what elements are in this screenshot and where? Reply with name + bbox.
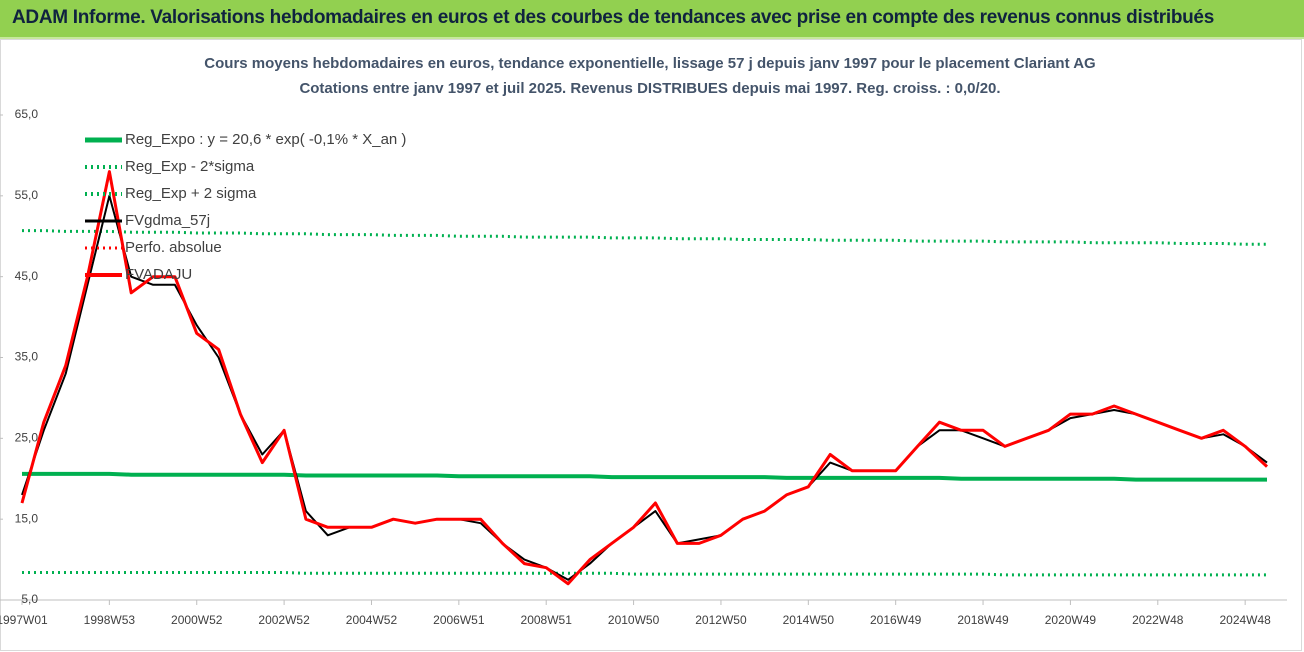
x-tick-label: 2012W50	[695, 613, 747, 627]
x-tick-label: 2000W52	[171, 613, 223, 627]
x-tick-label: 1998W53	[84, 613, 136, 627]
series-line	[22, 571, 1267, 577]
x-tick-label: 2016W49	[870, 613, 922, 627]
y-tick-label: 35,0	[15, 350, 39, 364]
chart: Cours moyens hebdomadaires en euros, ten…	[0, 39, 1302, 651]
chart-subtitle: Cotations entre janv 1997 et juil 2025. …	[299, 80, 1000, 97]
y-tick-label: 65,0	[15, 107, 39, 121]
x-tick-label: 2002W52	[258, 613, 310, 627]
x-tick-label: 1997W01	[0, 613, 48, 627]
y-tick-label: 15,0	[15, 511, 39, 525]
legend-label: Perfo. absolue	[125, 239, 222, 256]
legend-label: FVADAJU	[125, 266, 192, 283]
legend-label: Reg_Expo : y = 20,6 * exp( -0,1% * X_an …	[125, 131, 406, 148]
x-tick-label: 2022W48	[1132, 613, 1184, 627]
x-tick-label: 2004W52	[346, 613, 398, 627]
banner-title: ADAM Informe. Valorisations hebdomadaire…	[12, 7, 1214, 28]
chart-title: Cours moyens hebdomadaires en euros, ten…	[204, 55, 1095, 72]
x-tick-label: 2008W51	[521, 613, 573, 627]
series-line	[22, 471, 1267, 482]
y-tick-label: 55,0	[15, 188, 39, 202]
x-tick-label: 2024W48	[1219, 613, 1271, 627]
chart-border	[0, 39, 1302, 651]
x-tick-label: 2014W50	[783, 613, 835, 627]
x-tick-label: 2020W49	[1045, 613, 1097, 627]
legend-label: Reg_Exp + 2 sigma	[125, 185, 257, 202]
y-tick-label: 5,0	[21, 592, 38, 606]
x-tick-label: 2010W50	[608, 613, 660, 627]
legend-label: FVgdma_57j	[125, 212, 210, 229]
y-tick-label: 45,0	[15, 269, 39, 283]
banner: ADAM Informe. Valorisations hebdomadaire…	[0, 0, 1304, 39]
y-tick-label: 25,0	[15, 431, 39, 445]
series-line	[20, 170, 1269, 586]
x-tick-label: 2018W49	[957, 613, 1009, 627]
legend-label: Reg_Exp - 2*sigma	[125, 158, 255, 175]
x-tick-label: 2006W51	[433, 613, 485, 627]
